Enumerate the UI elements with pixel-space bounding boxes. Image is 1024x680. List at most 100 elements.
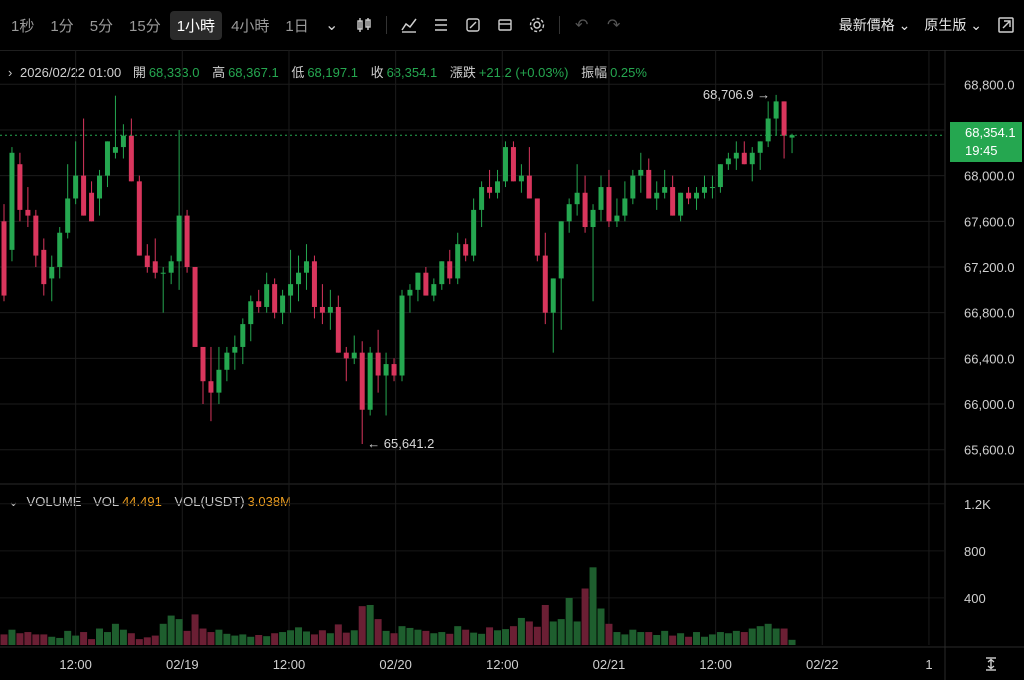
collapse-chevron-icon[interactable]: ›: [8, 65, 13, 80]
candle-body: [773, 101, 779, 119]
indicators-icon[interactable]: [399, 15, 419, 35]
volume-bar: [494, 630, 502, 645]
candle-body: [256, 301, 262, 307]
volume-bar: [302, 631, 310, 645]
candle-body: [558, 221, 564, 279]
open-value: 68,333.0: [148, 65, 200, 80]
volume-bar: [151, 635, 159, 645]
list-icon[interactable]: [431, 15, 451, 35]
volume-info-bar: ⌄ VOLUME VOL 44.491 VOL(USDT) 3.038M: [8, 494, 300, 510]
volume-bar: [748, 628, 756, 645]
volume-bar: [32, 634, 40, 645]
price-type-label: 最新價格: [838, 17, 895, 33]
time-tick-label: 02/22: [806, 657, 839, 672]
volume-bar: [541, 604, 549, 645]
time-tick-label: 1: [925, 657, 932, 672]
volume-bar: [716, 632, 724, 645]
volume-bar: [8, 629, 16, 645]
volume-bar: [708, 634, 716, 645]
candle-body: [216, 369, 222, 393]
template-icon[interactable]: [495, 15, 515, 35]
candle-body: [757, 141, 763, 153]
close-label: 收: [370, 65, 384, 80]
timeframe-1h[interactable]: 1小時: [169, 10, 223, 40]
volume-bar: [64, 630, 72, 645]
candle-body: [463, 244, 469, 256]
candle-body: [630, 175, 636, 199]
amplitude-label: 振幅: [581, 65, 608, 80]
volume-bar: [693, 632, 701, 645]
candle-body: [399, 295, 405, 376]
volume-bar: [350, 630, 358, 645]
volume-bar: [167, 615, 175, 645]
price-tick-label: 67,600.0: [964, 214, 1015, 229]
collapse-chevron-icon[interactable]: ⌄: [8, 494, 19, 509]
volume-bar: [470, 632, 478, 645]
candle-body: [479, 187, 485, 210]
timeframe-5m[interactable]: 5分: [89, 17, 114, 35]
redo-icon[interactable]: ↷: [607, 17, 621, 34]
candle-body: [264, 284, 270, 307]
candle-body: [709, 187, 715, 189]
volume-bar: [239, 634, 247, 645]
volume-bar: [366, 604, 374, 645]
volume-bar: [16, 633, 24, 645]
volume-bar: [111, 623, 119, 645]
candle-body: [97, 175, 103, 199]
volume-bar: [135, 639, 143, 645]
timeframe-15m[interactable]: 15分: [129, 17, 161, 35]
volume-bar: [605, 623, 613, 645]
candle-body: [542, 255, 548, 313]
time-tick-label: 02/21: [593, 657, 626, 672]
volume-bar: [56, 637, 64, 645]
candle-body: [25, 209, 31, 216]
drawing-tool-icon[interactable]: [463, 15, 483, 35]
volume-bar: [629, 629, 637, 645]
candle-body: [65, 198, 71, 233]
volume-bar: [780, 628, 788, 645]
volume-bar: [40, 634, 48, 645]
timeframe-1d[interactable]: 1日: [285, 17, 309, 35]
candle-body: [136, 181, 142, 256]
candle-body: [590, 209, 596, 228]
candle-body: [455, 244, 461, 279]
volume-bar: [446, 633, 454, 645]
candle-body: [73, 175, 79, 199]
volume-bar: [430, 633, 438, 645]
reset-axis-icon[interactable]: [980, 656, 1002, 676]
chevron-down-icon[interactable]: ⌄: [325, 17, 339, 34]
volume-bar: [215, 629, 223, 645]
price-type-dropdown[interactable]: 最新價格 ⌄: [838, 17, 911, 33]
candle-body: [176, 215, 182, 262]
chart-style-dropdown[interactable]: 原生版 ⌄: [924, 17, 982, 33]
timeframe-1s[interactable]: 1秒: [11, 17, 35, 35]
volume-tick-label: 400: [964, 591, 986, 606]
volume-bar: [645, 632, 653, 645]
candle-body: [510, 147, 516, 182]
price-tick-label: 68,800.0: [964, 77, 1015, 92]
last-price-tag: 68,354.1 19:45: [950, 122, 1022, 162]
volume-bar: [478, 633, 486, 645]
candle-body: [33, 215, 39, 256]
candle-body: [343, 352, 349, 359]
high-value: 68,367.1: [228, 65, 279, 80]
undo-icon[interactable]: ↶: [575, 17, 589, 34]
timeframe-1m[interactable]: 1分: [50, 17, 74, 35]
volume-title: VOLUME: [26, 494, 82, 509]
price-tick-label: 66,000.0: [964, 397, 1015, 412]
volume-bar: [191, 614, 199, 645]
candle-body: [184, 215, 190, 267]
volume-bar: [438, 632, 446, 645]
candle-body: [120, 135, 126, 148]
candle-body: [717, 164, 723, 188]
settings-gear-icon[interactable]: [527, 15, 547, 35]
fullscreen-icon[interactable]: [996, 15, 1016, 35]
candle-date: 2026/02/22 01:00: [19, 65, 122, 80]
volume-bar: [573, 621, 581, 645]
timeframe-4h[interactable]: 4小時: [231, 17, 270, 35]
candle-body: [741, 152, 747, 165]
volume-bar: [295, 627, 303, 645]
candle-body: [598, 187, 604, 210]
candlestick-type-icon[interactable]: [354, 15, 374, 35]
